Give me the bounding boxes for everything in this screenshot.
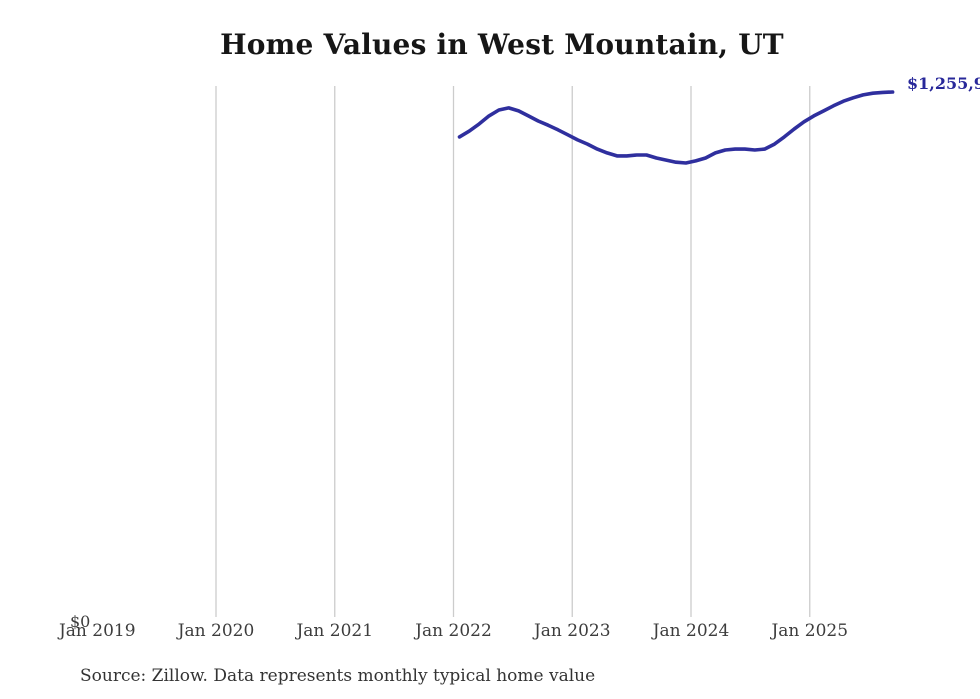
- x-tick-label: Jan 2022: [415, 621, 492, 641]
- x-tick-label: Jan 2025: [771, 621, 849, 641]
- x-tick-label: Jan 2019: [58, 621, 136, 641]
- x-tick-label: Jan 2024: [652, 621, 730, 641]
- source-note: Source: Zillow. Data represents monthly …: [80, 666, 596, 686]
- chart-title: Home Values in West Mountain, UT: [220, 28, 784, 61]
- y-axis-zero-label: $0: [70, 612, 91, 631]
- home-value-line: [457, 90, 895, 165]
- x-tick-label: Jan 2020: [177, 621, 255, 641]
- x-tick-label: Jan 2023: [533, 621, 611, 641]
- current-value-label: $1,255,9: [907, 74, 980, 93]
- x-tick-label: Jan 2021: [296, 621, 374, 641]
